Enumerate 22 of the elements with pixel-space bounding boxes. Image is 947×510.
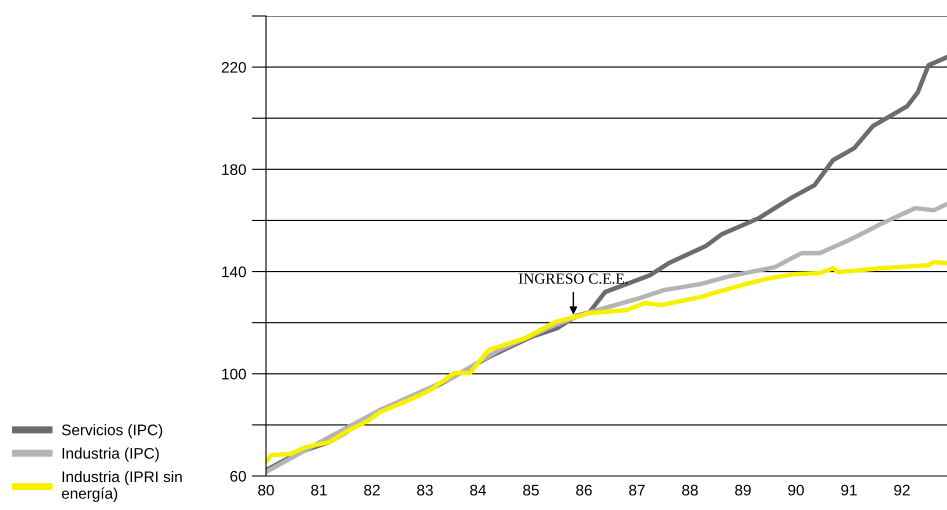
x-tick-label: 83 <box>417 484 433 496</box>
y-tick-label: 100 <box>222 368 246 380</box>
x-tick-label: 85 <box>523 484 539 496</box>
x-tick-label: 80 <box>258 484 274 496</box>
x-tick-label: 84 <box>470 484 486 496</box>
legend-label: Industria (IPRI sin energía) <box>62 470 182 502</box>
y-tick-label: 180 <box>222 164 246 176</box>
x-tick-label: 91 <box>841 484 857 496</box>
y-tick-label: 220 <box>222 62 246 73</box>
y-tick-label: 60 <box>230 470 246 482</box>
x-tick-label: 88 <box>682 484 698 496</box>
annotation: INGRESO C.E.E. <box>518 274 628 284</box>
x-tick-label: 87 <box>629 484 645 496</box>
x-tick-label: 89 <box>735 484 751 496</box>
x-tick-label: 90 <box>788 484 804 496</box>
y-tick-label: 140 <box>222 266 246 278</box>
x-tick-label: 82 <box>364 484 380 496</box>
x-tick-label: 86 <box>576 484 592 496</box>
x-tick-label: 92 <box>894 484 910 496</box>
legend-label: Servicios (IPC) <box>62 424 162 438</box>
x-tick-label: 81 <box>311 484 327 496</box>
legend-label: Industria (IPC) <box>62 448 159 462</box>
